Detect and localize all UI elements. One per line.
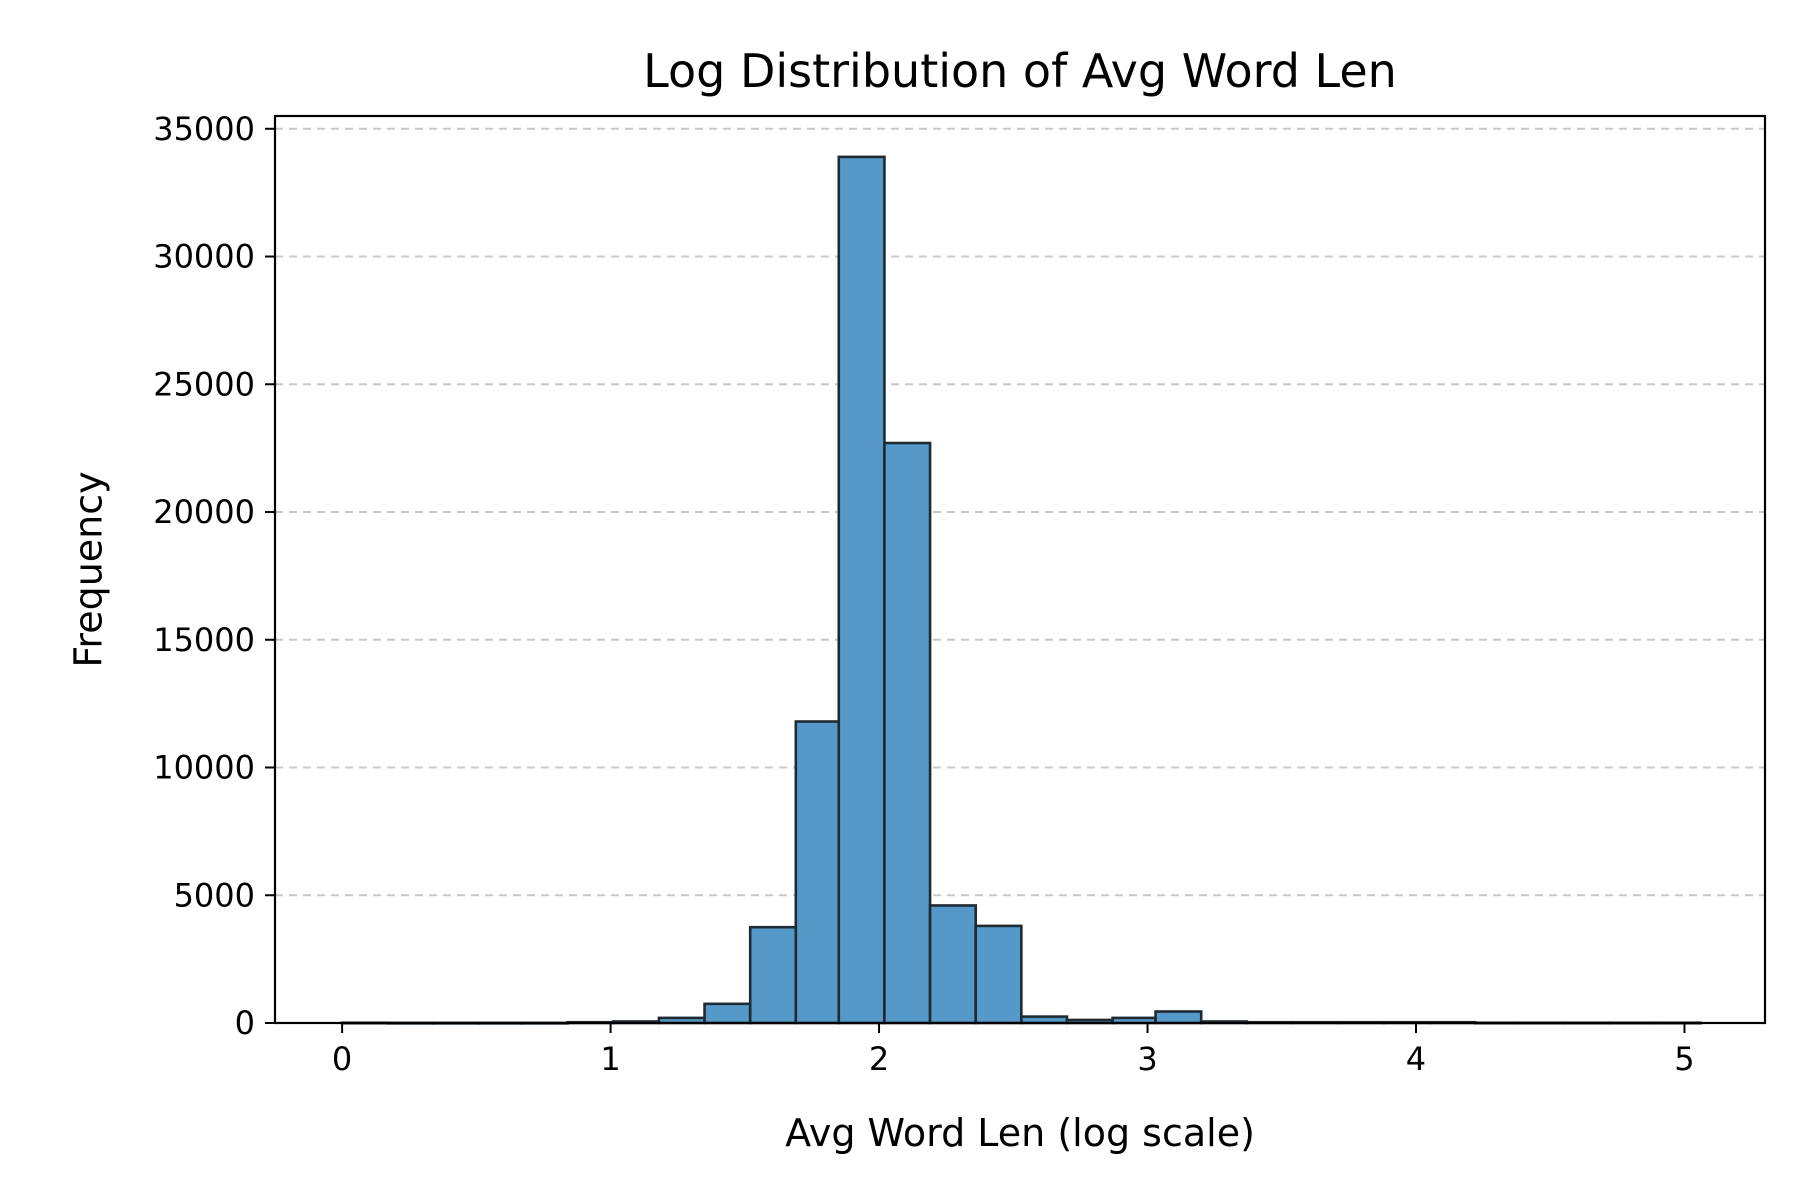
y-tick-label: 15000	[153, 621, 255, 659]
y-tick-label: 0	[235, 1004, 255, 1042]
x-axis-ticks: 0 1 2 3 4 5	[332, 1023, 1695, 1078]
y-tick-label: 10000	[153, 749, 255, 787]
x-tick-label: 3	[1137, 1040, 1157, 1078]
x-tick-label: 2	[869, 1040, 889, 1078]
histogram-bar	[748, 925, 798, 1025]
gridlines	[275, 127, 1765, 897]
x-tick-label: 5	[1674, 1040, 1694, 1078]
chart-title: Log Distribution of Avg Word Len	[643, 44, 1397, 98]
x-tick-label: 4	[1406, 1040, 1426, 1078]
x-tick-label: 0	[332, 1040, 352, 1078]
y-axis-ticks: 0 5000 10000 15000 20000 25000 30000 35000	[153, 110, 275, 1042]
plot-frame	[273, 114, 1767, 1025]
histogram-bar	[883, 441, 932, 1025]
histogram-bar	[703, 1002, 752, 1025]
x-tick-label: 1	[600, 1040, 620, 1078]
histogram-bar	[837, 155, 886, 1025]
histogram-bar	[794, 720, 841, 1025]
y-tick-label: 5000	[174, 876, 255, 914]
x-axis-label: Avg Word Len (log scale)	[785, 1111, 1255, 1155]
histogram-bars	[340, 155, 1702, 1025]
histogram-bar	[928, 904, 978, 1025]
y-tick-label: 25000	[153, 365, 255, 403]
y-tick-label: 30000	[153, 238, 255, 276]
histogram-bar	[1154, 1010, 1203, 1025]
y-tick-label: 35000	[153, 110, 255, 148]
y-axis-label: Frequency	[66, 471, 110, 667]
histogram-bar	[974, 924, 1023, 1025]
y-tick-label: 20000	[153, 493, 255, 531]
